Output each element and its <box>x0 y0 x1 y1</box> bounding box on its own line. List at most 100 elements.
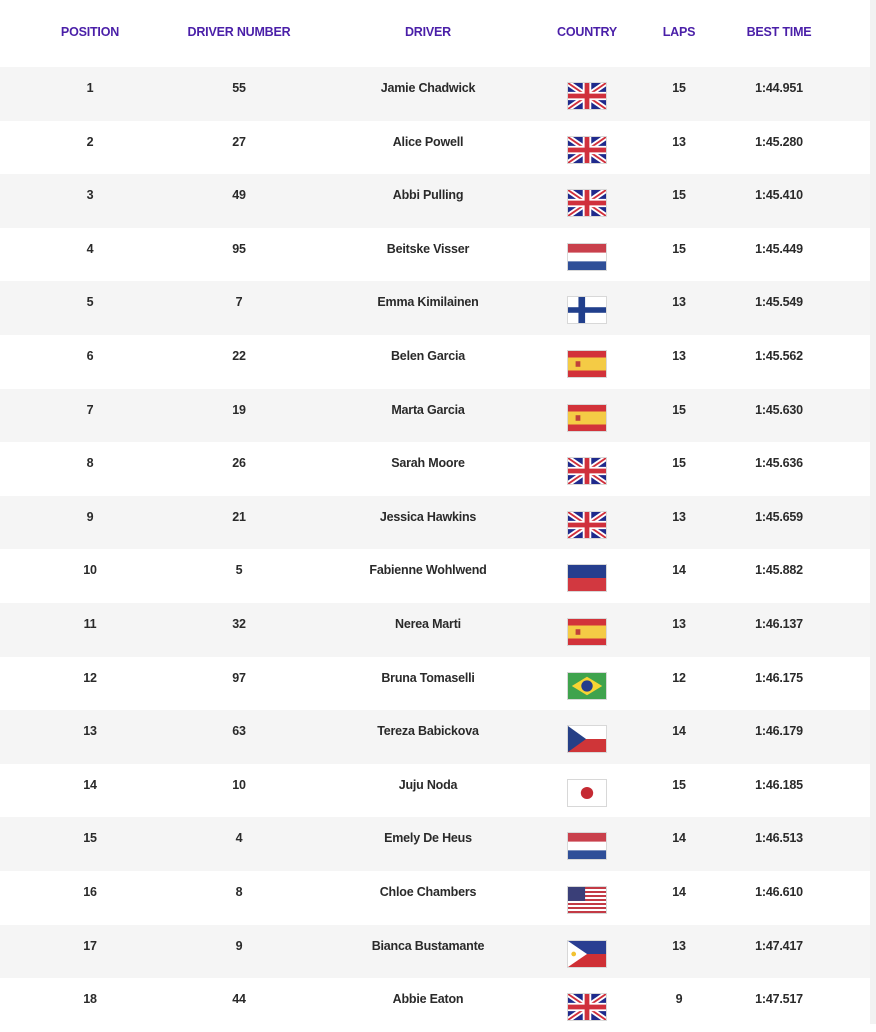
table-row[interactable]: 9 21 Jessica Hawkins 13 1:45.659 <box>0 495 870 550</box>
laps-cell: 14 <box>672 831 686 846</box>
driver-name-cell: Emma Kimilainen <box>377 295 479 310</box>
flag-nl-icon <box>567 832 607 861</box>
laps-cell: 13 <box>672 509 686 524</box>
flag-jp-icon <box>567 778 607 807</box>
driver-name-cell: Bianca Bustamante <box>371 938 485 953</box>
laps-cell: 13 <box>672 348 686 363</box>
driver-name-cell: Beitske Visser <box>386 241 470 256</box>
table-header: POSITION DRIVER NUMBER DRIVER COUNTRY LA… <box>0 0 870 67</box>
table-row[interactable]: 7 19 Marta Garcia 15 1:45.630 <box>0 388 870 443</box>
driver-number-cell: 44 <box>232 992 246 1007</box>
laps-cell: 13 <box>672 295 686 310</box>
driver-name-cell: Marta Garcia <box>391 402 465 417</box>
header-laps[interactable]: LAPS <box>662 25 696 39</box>
table-row[interactable]: 14 10 Juju Noda 15 1:46.185 <box>0 764 870 818</box>
header-position[interactable]: POSITION <box>60 25 120 39</box>
best-time-cell: 1:46.179 <box>755 724 803 739</box>
flag-nl-icon <box>567 242 607 271</box>
table-row[interactable]: 1 55 Jamie Chadwick 15 1:44.951 <box>0 67 870 121</box>
driver-name-cell: Alice Powell <box>392 134 464 149</box>
flag-gb-icon <box>567 189 607 218</box>
driver-number-cell: 32 <box>232 616 246 631</box>
table-row[interactable]: 11 32 Nerea Marti 13 1:46.137 <box>0 602 870 657</box>
driver-name-cell: Bruna Tomaselli <box>381 670 475 685</box>
header-best-time[interactable]: BEST TIME <box>746 25 812 39</box>
header-driver[interactable]: DRIVER <box>404 25 452 39</box>
position-cell: 14 <box>83 777 97 792</box>
table-row[interactable]: 2 27 Alice Powell 13 1:45.280 <box>0 121 870 175</box>
driver-number-cell: 27 <box>232 134 246 149</box>
laps-cell: 15 <box>672 402 686 417</box>
header-country[interactable]: COUNTRY <box>557 25 617 39</box>
best-time-cell: 1:47.517 <box>755 992 803 1007</box>
position-cell: 7 <box>86 402 94 417</box>
driver-name-cell: Emely De Heus <box>384 831 472 846</box>
table-row[interactable]: 17 9 Bianca Bustamante 13 1:47.417 <box>0 924 870 979</box>
table-row[interactable]: 10 5 Fabienne Wohlwend 14 1:45.882 <box>0 549 870 603</box>
driver-number-cell: 19 <box>232 402 246 417</box>
laps-cell: 15 <box>672 241 686 256</box>
driver-number-cell: 63 <box>232 724 246 739</box>
table-row[interactable]: 3 49 Abbi Pulling 15 1:45.410 <box>0 174 870 228</box>
flag-cz-icon <box>567 725 607 754</box>
driver-number-cell: 49 <box>232 188 246 203</box>
page-margin <box>870 0 876 1024</box>
position-cell: 15 <box>83 831 97 846</box>
best-time-cell: 1:45.549 <box>755 295 803 310</box>
best-time-cell: 1:45.410 <box>755 188 803 203</box>
position-cell: 13 <box>83 724 97 739</box>
flag-gb-icon <box>567 135 607 164</box>
laps-cell: 13 <box>672 938 686 953</box>
driver-number-cell: 55 <box>232 81 246 95</box>
table-row[interactable]: 8 26 Sarah Moore 15 1:45.636 <box>0 442 870 496</box>
flag-es-icon <box>567 349 607 378</box>
driver-number-cell: 21 <box>232 509 246 524</box>
best-time-cell: 1:46.185 <box>755 777 803 792</box>
best-time-cell: 1:46.610 <box>755 884 803 899</box>
best-time-cell: 1:45.636 <box>755 456 803 471</box>
laps-cell: 14 <box>672 724 686 739</box>
position-cell: 18 <box>83 992 97 1007</box>
driver-name-cell: Jessica Hawkins <box>379 509 477 524</box>
laps-cell: 15 <box>672 188 686 203</box>
flag-br-icon <box>567 671 607 700</box>
table-row[interactable]: 5 7 Emma Kimilainen 13 1:45.549 <box>0 281 870 335</box>
driver-number-cell: 22 <box>232 348 246 363</box>
position-cell: 2 <box>86 134 94 149</box>
driver-name-cell: Sarah Moore <box>391 456 465 471</box>
flag-ph-icon <box>567 939 607 968</box>
laps-cell: 13 <box>672 616 686 631</box>
driver-number-cell: 95 <box>232 241 246 256</box>
best-time-cell: 1:45.449 <box>755 241 803 256</box>
flag-es-icon <box>567 617 607 646</box>
table-row[interactable]: 15 4 Emely De Heus 14 1:46.513 <box>0 817 870 871</box>
flag-gb-icon <box>567 510 607 539</box>
position-cell: 4 <box>86 241 94 256</box>
position-cell: 17 <box>83 938 97 953</box>
table-row[interactable]: 4 95 Beitske Visser 15 1:45.449 <box>0 228 870 282</box>
position-cell: 3 <box>86 188 94 203</box>
laps-cell: 13 <box>672 134 686 149</box>
header-driver-number[interactable]: DRIVER NUMBER <box>187 25 291 39</box>
table-row[interactable]: 13 63 Tereza Babickova 14 1:46.179 <box>0 710 870 764</box>
flag-gb-icon <box>567 993 607 1022</box>
table-row[interactable]: 16 8 Chloe Chambers 14 1:46.610 <box>0 871 870 925</box>
driver-number-cell: 7 <box>235 295 243 310</box>
laps-cell: 12 <box>672 670 686 685</box>
laps-cell: 14 <box>672 884 686 899</box>
laps-cell: 15 <box>672 81 686 95</box>
driver-name-cell: Abbi Pulling <box>392 188 464 203</box>
flag-gb-icon <box>567 457 607 486</box>
table-row[interactable]: 6 22 Belen Garcia 13 1:45.562 <box>0 335 870 389</box>
position-cell: 11 <box>83 616 97 631</box>
position-cell: 10 <box>83 563 97 578</box>
best-time-cell: 1:47.417 <box>755 938 803 953</box>
table-row[interactable]: 12 97 Bruna Tomaselli 12 1:46.175 <box>0 657 870 711</box>
best-time-cell: 1:45.882 <box>755 563 803 578</box>
flag-li-icon <box>567 564 607 593</box>
table-row[interactable]: 18 44 Abbie Eaton 9 1:47.517 <box>0 978 870 1032</box>
best-time-cell: 1:44.951 <box>755 81 803 95</box>
driver-number-cell: 10 <box>232 777 246 792</box>
best-time-cell: 1:45.659 <box>755 509 803 524</box>
